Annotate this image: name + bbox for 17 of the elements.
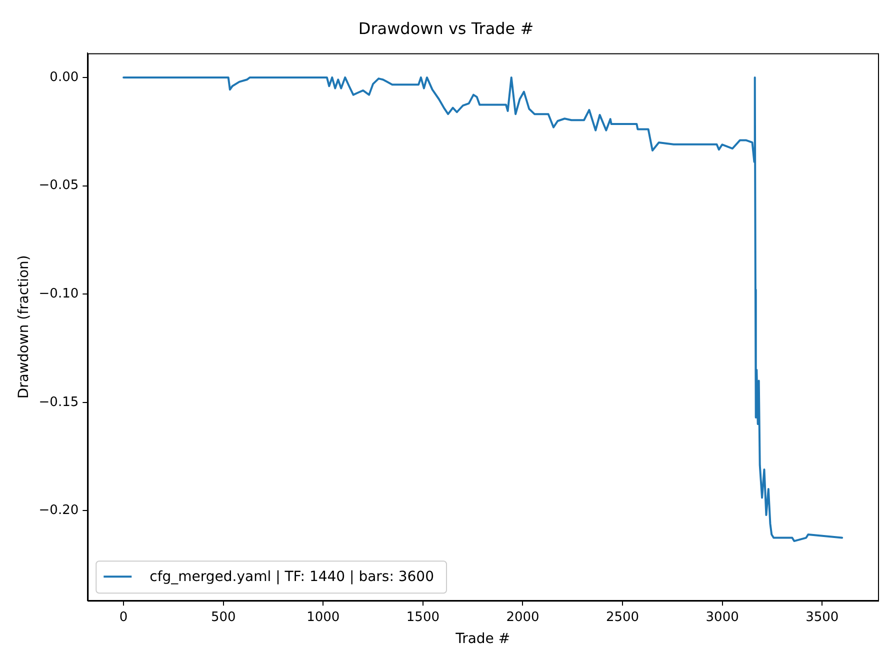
y-tick-label: −0.15 xyxy=(38,394,79,410)
x-axis-title: Trade # xyxy=(454,631,510,648)
x-tick-label: 3000 xyxy=(706,610,739,625)
chart-title: Drawdown vs Trade # xyxy=(358,18,534,38)
y-tick-label: −0.10 xyxy=(38,286,79,302)
y-tick-label: −0.20 xyxy=(38,503,79,518)
y-tick-label: 0.00 xyxy=(50,70,79,85)
legend-label: cfg_merged.yaml | TF: 1440 | bars: 3600 xyxy=(150,569,434,586)
x-tick-label: 2500 xyxy=(606,610,640,625)
y-tick-label: −0.05 xyxy=(38,178,79,194)
x-tick-label: 0 xyxy=(119,610,128,625)
y-axis-title: Drawdown (fraction) xyxy=(16,255,32,399)
x-tick-label: 500 xyxy=(210,610,236,625)
x-tick-label: 1500 xyxy=(406,610,440,625)
x-tick-label: 2000 xyxy=(506,610,540,625)
x-tick-label: 1000 xyxy=(306,610,340,625)
x-tick-label: 3500 xyxy=(806,610,839,625)
